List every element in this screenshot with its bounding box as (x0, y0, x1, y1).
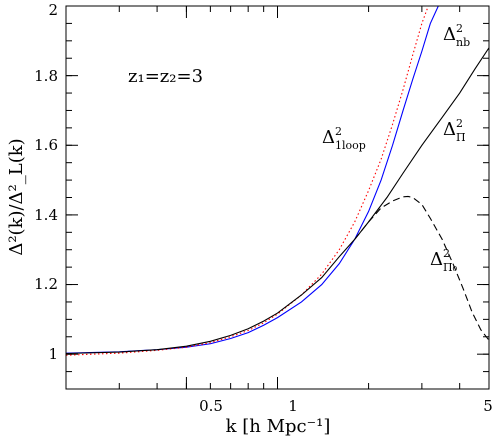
x-tick-label: 0.5 (199, 397, 223, 415)
y-tick-label: 1.6 (34, 136, 58, 154)
x-major-ticks (185, 6, 490, 389)
series-layer (66, 6, 489, 356)
y-minor-ticks (66, 5, 489, 390)
x-tick-label: 5 (483, 397, 493, 415)
series-label-nb: Δ2 nb (443, 22, 470, 49)
y-tick-label: 1.2 (34, 275, 58, 293)
series-label-1loop: Δ2 1loop (322, 125, 366, 152)
x-minor-ticks (65, 6, 490, 389)
y-axis-label: Δ²(k)/Δ²_L(k) (6, 138, 27, 255)
series-line-3 (354, 195, 489, 341)
y-tick-labels: 1 1.2 1.4 1.6 1.8 2 (34, 1, 58, 363)
y-major-ticks (66, 5, 489, 355)
x-tick-label: 1 (288, 397, 298, 415)
redshift-annotation: z₁=z₂=3 (128, 66, 203, 87)
y-tick-label: 1.4 (34, 206, 58, 224)
x-axis-label: k [h Mpc⁻¹] (226, 416, 331, 437)
series-label-pi: Δ2 Π (443, 117, 466, 144)
series-line-0 (66, 6, 439, 354)
plot-frame (65, 5, 490, 390)
y-tick-label: 1 (48, 345, 58, 363)
y-tick-label: 1.8 (34, 67, 58, 85)
series-labels: Δ2 nb Δ2 1loop Δ2 Π Δ2 Π₀ (322, 22, 470, 274)
series-line-2 (66, 47, 489, 355)
x-tick-labels: 0.5 1 5 (199, 397, 493, 415)
series-label-pi0: Δ2 Π₀ (430, 247, 458, 274)
series-line-1 (66, 6, 429, 356)
y-tick-label: 2 (48, 1, 58, 19)
